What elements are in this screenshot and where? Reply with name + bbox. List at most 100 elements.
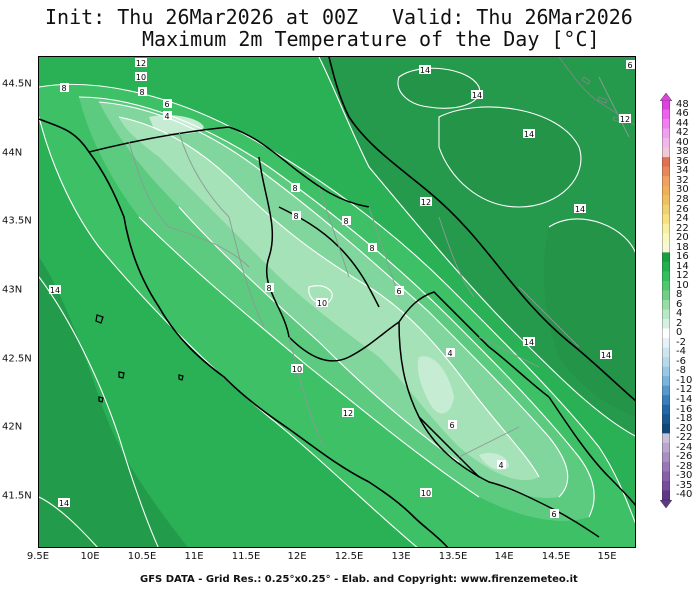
colorbar-swatch (662, 452, 670, 463)
y-tick: 43N (2, 284, 23, 296)
colorbar-swatch (662, 119, 670, 129)
colorbar-label: 20 (676, 232, 689, 244)
colorbar-label: -22 (676, 432, 693, 444)
colorbar-label: 22 (676, 222, 689, 234)
svg-text:4: 4 (447, 349, 452, 358)
colorbar-swatch (662, 319, 670, 329)
colorbar-label: -40 (676, 489, 693, 501)
colorbar-label: -28 (676, 460, 693, 472)
colorbar-swatch (662, 185, 670, 196)
colorbar-label: 26 (676, 203, 689, 215)
x-tick: 11.5E (231, 551, 261, 562)
init-time: Init: Thu 26Mar2026 at 00Z (45, 5, 359, 29)
islands (95, 314, 184, 403)
temperature-map[interactable]: 12 10 8 8 6 4 8 8 8 8 12 14 14 14 14 6 1… (38, 56, 636, 548)
colorbar-swatch (662, 366, 670, 377)
colorbar-label: 0 (676, 327, 683, 339)
contour-label: 14 (419, 65, 431, 75)
colorbar-label: 44 (676, 117, 689, 129)
svg-text:14: 14 (601, 351, 611, 360)
colorbar-label: 18 (676, 241, 689, 253)
svg-text:4: 4 (164, 112, 169, 121)
map-canvas: 12 10 8 8 6 4 8 8 8 8 12 14 14 14 14 6 1… (39, 57, 635, 547)
colorbar-swatch (662, 166, 670, 177)
x-tick: 10.5E (127, 551, 157, 562)
y-tick: 44N (2, 147, 23, 159)
svg-text:8: 8 (61, 84, 66, 93)
province-borders (128, 76, 630, 458)
contour-label: 8 (368, 243, 377, 253)
colorbar-swatch (662, 338, 670, 348)
colorbar-swatch (662, 357, 670, 367)
svg-text:8: 8 (292, 184, 297, 193)
contour-label: 14 (49, 285, 61, 295)
contour-labels: 12 10 8 8 6 4 8 8 8 8 12 14 14 14 14 6 1… (49, 58, 635, 519)
colorbar-label: 46 (676, 108, 689, 120)
colorbar-label: 38 (676, 146, 689, 158)
colorbar-swatch (662, 328, 670, 339)
svg-text:10: 10 (317, 299, 327, 308)
contour-label: 10 (291, 364, 303, 374)
colorbar-label: 32 (676, 174, 689, 186)
contour-label: 12 (135, 58, 147, 68)
colorbar-swatch (662, 271, 670, 282)
band-4-south (417, 356, 454, 414)
warm-patch-southeast (543, 218, 635, 417)
colorbar-label: 42 (676, 127, 689, 139)
contour-label: 6 (163, 99, 172, 109)
colorbar-label: -18 (676, 413, 693, 425)
svg-text:8: 8 (343, 217, 348, 226)
contour-label: 14 (600, 350, 612, 360)
svg-text:12: 12 (421, 198, 431, 207)
svg-text:10: 10 (421, 489, 431, 498)
svg-text:14: 14 (575, 205, 585, 214)
colorbar-swatch (662, 195, 670, 206)
colorbar-swatch (662, 109, 670, 120)
x-tick: 13E (391, 551, 411, 562)
colorbar-bottom-arrow (660, 500, 672, 508)
colorbar-swatch (662, 480, 670, 491)
colorbar-label: -12 (676, 384, 693, 396)
colorbar-swatch (662, 461, 670, 472)
colorbar-label: 4 (676, 308, 683, 320)
colorbar-label: -14 (676, 394, 693, 405)
colorbar-swatch (662, 404, 670, 415)
contour-label: 6 (395, 286, 404, 296)
y-tick: 44.5N (2, 78, 32, 90)
x-tick: 9.5E (26, 551, 50, 562)
contour-label: 8 (342, 216, 351, 226)
colorbar-label: 34 (676, 165, 689, 177)
colorbar-swatch (662, 290, 670, 301)
colorbar-swatch (662, 214, 670, 225)
svg-text:14: 14 (472, 91, 482, 100)
contour-label: 14 (523, 129, 535, 139)
colorbar-top-arrow (660, 93, 672, 101)
contour-label: 14 (471, 90, 483, 100)
x-tick: 12E (287, 551, 307, 562)
colorbar-label: 8 (676, 289, 683, 301)
svg-text:6: 6 (551, 510, 556, 519)
svg-text:8: 8 (369, 244, 374, 253)
colorbar-label: 16 (676, 251, 689, 263)
contour-label: 10 (316, 298, 328, 308)
svg-text:12: 12 (620, 115, 630, 124)
colorbar-label: -6 (676, 355, 686, 367)
svg-text:14: 14 (524, 130, 534, 139)
x-tick: 14.5E (541, 551, 571, 562)
y-tick: 42.5N (2, 353, 32, 365)
colorbar-swatch (662, 347, 670, 358)
y-tick: 43.5N (2, 215, 32, 227)
colorbar-swatch (662, 376, 670, 387)
contour-label: 8 (60, 83, 69, 93)
y-tick: 41.5N (2, 490, 32, 502)
colorbar-label: 28 (676, 194, 689, 205)
west-coastline (39, 118, 449, 547)
contour-label: 6 (448, 420, 457, 430)
colorbar-label: -30 (676, 470, 693, 482)
colorbar-label: 12 (676, 270, 689, 282)
contour-label: 8 (138, 87, 147, 97)
colorbar-label: -26 (676, 451, 693, 463)
svg-text:6: 6 (396, 287, 401, 296)
colorbar-label: -10 (676, 374, 693, 386)
valid-time: Valid: Thu 26Mar2026 (392, 5, 633, 29)
